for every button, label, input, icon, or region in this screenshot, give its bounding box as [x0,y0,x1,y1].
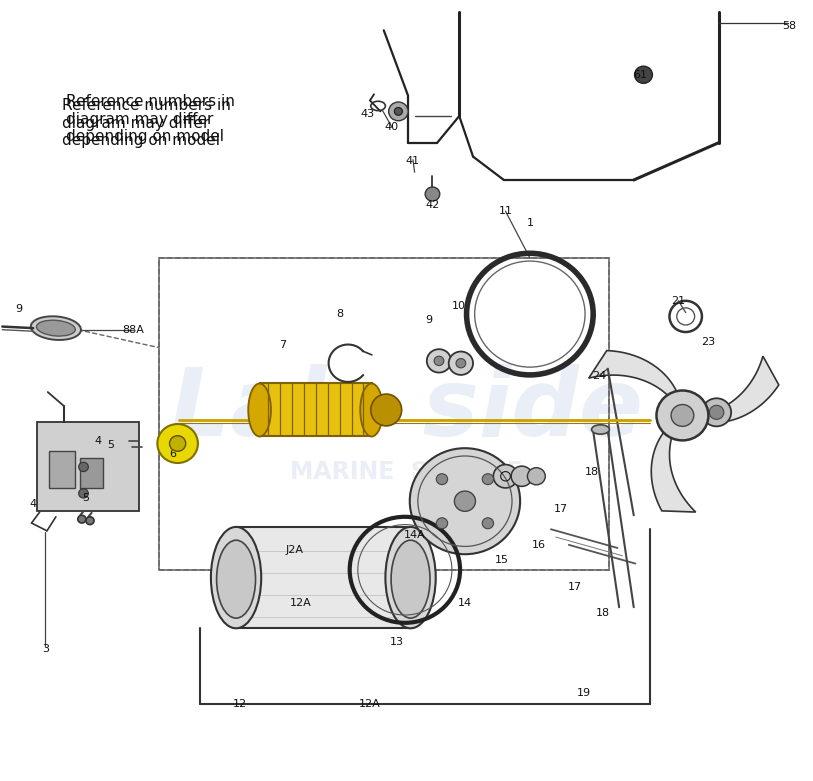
Text: 15: 15 [495,555,509,565]
Text: 19: 19 [576,688,590,698]
Text: 4: 4 [29,498,37,508]
Text: 1: 1 [526,218,533,228]
Text: 8: 8 [337,309,344,319]
Ellipse shape [216,540,255,618]
Text: Reference numbers in
diagram may differ
depending on model: Reference numbers in diagram may differ … [66,95,234,144]
Text: 13: 13 [389,637,404,647]
Bar [50,451,76,488]
Circle shape [434,356,444,366]
Circle shape [79,462,89,472]
Text: 3: 3 [41,644,49,654]
Circle shape [709,405,724,419]
Text: 58: 58 [783,20,797,30]
Circle shape [427,349,451,373]
Text: 14: 14 [458,597,472,608]
Text: J2A: J2A [285,545,303,555]
Circle shape [635,66,652,84]
Circle shape [511,466,533,487]
Circle shape [656,390,708,440]
Text: 14A: 14A [404,530,425,540]
Text: 43: 43 [360,109,375,119]
Text: 42: 42 [425,200,440,210]
Text: 88A: 88A [122,325,144,335]
Text: 40: 40 [385,122,399,132]
Text: 21: 21 [672,296,685,306]
Text: 4: 4 [94,436,102,446]
Bar [37,422,139,512]
Circle shape [493,465,518,488]
Ellipse shape [592,425,610,434]
Circle shape [482,518,493,529]
Circle shape [449,351,473,375]
Text: 18: 18 [596,608,610,618]
Ellipse shape [371,394,402,426]
Text: 11: 11 [498,206,512,216]
Text: 9: 9 [426,316,433,326]
Text: 5: 5 [107,440,115,450]
Text: 16: 16 [532,540,546,550]
Circle shape [482,474,493,485]
Text: 17: 17 [554,504,567,514]
Circle shape [437,474,448,485]
Text: 10: 10 [452,301,466,312]
Text: Lak  side: Lak side [170,364,643,456]
Bar [80,458,103,488]
Text: 12A: 12A [290,597,312,608]
Text: 9: 9 [15,304,22,314]
Text: 41: 41 [406,155,420,166]
Circle shape [528,468,546,485]
Text: 24: 24 [593,372,606,381]
Polygon shape [706,356,779,423]
Circle shape [169,436,185,451]
Text: 17: 17 [568,582,582,592]
Ellipse shape [37,320,76,336]
Bar [159,258,610,570]
Bar [236,527,411,628]
Ellipse shape [360,383,383,437]
Ellipse shape [391,540,430,618]
Circle shape [78,515,86,523]
Text: 6: 6 [169,449,176,459]
Text: 5: 5 [82,493,89,503]
Circle shape [671,405,693,426]
Ellipse shape [31,316,81,340]
Text: 18: 18 [585,467,598,477]
Circle shape [425,187,440,201]
Circle shape [702,398,731,426]
Polygon shape [651,431,696,512]
Circle shape [437,518,448,529]
Text: MARINE  SERVICE: MARINE SERVICE [290,460,523,484]
Circle shape [158,424,198,463]
Bar [259,383,372,437]
Circle shape [410,448,520,555]
Circle shape [389,102,408,121]
Circle shape [79,489,89,498]
Circle shape [394,108,402,116]
Circle shape [86,517,94,525]
Ellipse shape [211,527,261,628]
Bar [159,258,610,570]
Circle shape [454,491,476,512]
Circle shape [456,358,466,368]
Text: 61: 61 [633,70,647,80]
Text: 23: 23 [702,337,715,348]
Polygon shape [589,351,677,396]
Ellipse shape [248,383,271,437]
Ellipse shape [385,527,436,628]
Text: 12A: 12A [359,699,380,709]
Text: 12: 12 [233,699,247,709]
Text: 7: 7 [280,341,287,351]
Text: Reference numbers in
diagram may differ
depending on model: Reference numbers in diagram may differ … [62,98,230,148]
